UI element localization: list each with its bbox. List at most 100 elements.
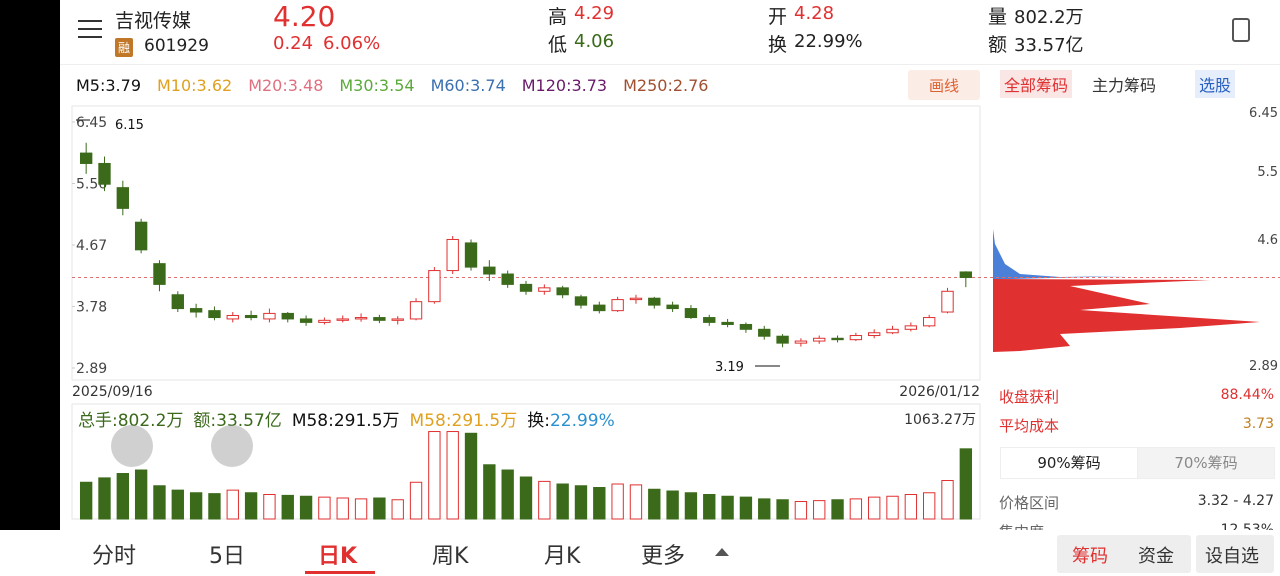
chip-panel bbox=[993, 229, 1260, 352]
button-group bbox=[1196, 535, 1274, 573]
chart: M5:3.79 M10:3.62 M20:3.48 M30:3.54 M60:3.74 M… bbox=[71, 70, 1280, 520]
bottom-button[interactable]: 筹码 bbox=[1072, 546, 1108, 567]
stock-name: 吉视传媒 bbox=[115, 10, 192, 32]
volume-bar bbox=[153, 485, 166, 520]
quote-value: 4.28 bbox=[794, 3, 835, 24]
candle-body bbox=[519, 283, 533, 292]
draw-button[interactable] bbox=[908, 70, 980, 100]
ma-label: M30:3.54 bbox=[339, 76, 414, 95]
candle-body bbox=[501, 273, 514, 285]
tab[interactable]: 5日 bbox=[209, 544, 245, 569]
y-tick-label: 3.78 bbox=[76, 300, 107, 316]
volume-bar bbox=[354, 498, 368, 520]
candle-body bbox=[629, 297, 643, 301]
kline-frame bbox=[71, 105, 981, 381]
volume-label: 换: bbox=[527, 411, 550, 431]
bottom-button[interactable]: 资金 bbox=[1138, 546, 1174, 567]
ma-label: M20:3.48 bbox=[248, 76, 323, 95]
volume-bar bbox=[189, 492, 203, 520]
chip-axis-label: 6.45 bbox=[1249, 106, 1278, 121]
candle-body bbox=[849, 335, 863, 341]
volume-bar bbox=[813, 500, 826, 520]
quote-value: 22.99% bbox=[794, 31, 863, 52]
candle-body bbox=[758, 328, 771, 337]
candle-body bbox=[923, 317, 936, 327]
candle-body bbox=[391, 318, 404, 321]
chip-tab[interactable]: 主力筹码 bbox=[1092, 76, 1157, 95]
chip-profile bbox=[993, 279, 1260, 352]
volume-bar bbox=[464, 432, 478, 520]
stat-value: 3.73 bbox=[1242, 416, 1274, 432]
candle-body bbox=[776, 335, 789, 344]
volume-bar bbox=[263, 494, 276, 520]
annotation: 3.19 bbox=[715, 360, 744, 375]
chip-tab[interactable]: 全部筹码 bbox=[1000, 70, 1073, 98]
candle-body bbox=[336, 318, 349, 321]
stat-label: 平均成本 bbox=[999, 417, 1060, 435]
candle-body bbox=[593, 304, 606, 312]
quote-value: 33.57亿 bbox=[1014, 35, 1084, 56]
volume-label: 额:33.57亿 bbox=[193, 411, 281, 431]
volume-bar bbox=[959, 448, 973, 520]
stat-label: 收盘获利 bbox=[999, 388, 1060, 406]
ma-label: M5:3.79 bbox=[76, 76, 141, 95]
row-value: 3.32 - 4.27 bbox=[1197, 493, 1274, 509]
candle-body bbox=[299, 318, 313, 323]
y-tick-label: 6.45 bbox=[76, 115, 107, 131]
quote-value: 4.06 bbox=[574, 31, 615, 52]
nav-button[interactable] bbox=[211, 425, 253, 467]
quote-label: 换 bbox=[768, 34, 788, 56]
chip-axis-label: 2.89 bbox=[1249, 359, 1278, 374]
candle-body bbox=[318, 319, 331, 323]
tab[interactable]: 分时 bbox=[92, 544, 137, 569]
screen-icon[interactable] bbox=[1232, 18, 1250, 42]
candle-body bbox=[281, 312, 294, 320]
nav-button[interactable] bbox=[111, 425, 153, 467]
candle-body bbox=[611, 299, 624, 312]
volume-bar bbox=[941, 480, 954, 520]
candle-body bbox=[226, 314, 239, 320]
volume-bar bbox=[409, 481, 423, 520]
more-arrow[interactable] bbox=[715, 548, 729, 556]
volume-bar bbox=[776, 499, 789, 520]
price: 4.20 bbox=[273, 0, 336, 33]
volume-bar bbox=[904, 494, 918, 520]
quote-label: 额 bbox=[988, 34, 1008, 56]
volume-bar bbox=[538, 480, 551, 520]
volume-bar bbox=[318, 496, 331, 520]
candle-body bbox=[134, 221, 148, 251]
candle-body bbox=[721, 321, 734, 325]
button-group bbox=[1057, 535, 1191, 573]
volume-label: M58:291.5万 bbox=[292, 411, 400, 431]
volume-bar bbox=[483, 464, 496, 520]
volume-bar bbox=[629, 484, 643, 520]
candle-body bbox=[464, 242, 478, 268]
tab[interactable]: 月K bbox=[544, 544, 581, 569]
volume-bar bbox=[886, 495, 899, 520]
chip-tab[interactable]: 70%筹码 bbox=[1137, 447, 1275, 479]
header bbox=[60, 0, 1280, 65]
volume-bar bbox=[721, 495, 734, 520]
bottom-button[interactable]: 设自选 bbox=[1205, 546, 1259, 567]
tab[interactable]: 周K bbox=[432, 544, 469, 569]
chip-tab[interactable]: 90%筹码 bbox=[1000, 447, 1138, 479]
candle-body bbox=[189, 308, 203, 313]
volume-bar bbox=[923, 492, 936, 520]
annotation: 6.15 bbox=[115, 118, 144, 133]
tab[interactable]: 更多 bbox=[641, 544, 686, 569]
stat-value: 88.44% bbox=[1220, 387, 1274, 403]
volume-bar bbox=[116, 473, 129, 520]
candle-body bbox=[483, 266, 496, 275]
volume-bar bbox=[208, 493, 221, 520]
chip-tab[interactable]: 选股 bbox=[1195, 70, 1236, 98]
volume-bar bbox=[868, 496, 881, 520]
ma-label: M120:3.73 bbox=[522, 76, 607, 95]
candle-body bbox=[574, 296, 588, 306]
tab[interactable]: 日K bbox=[318, 544, 358, 569]
volume-bar bbox=[849, 498, 863, 520]
volume-bar bbox=[299, 495, 313, 520]
menu-icon[interactable] bbox=[78, 20, 102, 22]
quote-value: 4.29 bbox=[574, 3, 615, 24]
candle-body bbox=[446, 238, 459, 272]
volume-bar bbox=[336, 497, 349, 520]
